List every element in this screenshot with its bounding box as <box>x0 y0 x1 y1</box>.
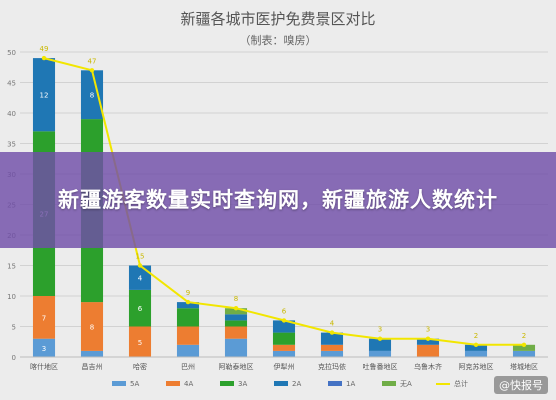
x-tick-label: 阿勒泰地区 <box>219 362 254 371</box>
total-label: 49 <box>40 45 49 53</box>
total-label: 6 <box>282 307 287 315</box>
x-tick-label: 巴州 <box>181 363 195 371</box>
bar-segment <box>177 345 199 357</box>
bar-segment <box>465 351 487 357</box>
total-label: 2 <box>474 332 478 340</box>
x-tick-label: 喀什地区 <box>30 362 58 371</box>
bar-segment <box>369 351 391 357</box>
total-label: 9 <box>186 289 190 297</box>
y-tick-label: 35 <box>7 141 16 149</box>
total-point <box>282 318 286 322</box>
x-tick-label: 乌鲁木齐 <box>414 362 442 371</box>
x-tick-label: 哈密 <box>133 362 147 371</box>
chart-subtitle: （制表：嗅房） <box>240 33 317 47</box>
x-tick-label: 昌吉州 <box>82 363 103 371</box>
bar-segment <box>177 308 199 326</box>
legend-label: 5A <box>130 380 139 388</box>
total-point <box>426 337 430 341</box>
segment-label: 5 <box>138 339 142 347</box>
bar-segment <box>81 351 103 357</box>
x-tick-label: 阿克苏地区 <box>459 362 494 371</box>
legend-swatch <box>382 381 396 386</box>
y-tick-label: 45 <box>7 80 16 88</box>
total-point <box>138 263 142 267</box>
total-point <box>186 300 190 304</box>
total-point <box>234 306 238 310</box>
headline-text: 新疆游客数量实时查询网，新疆旅游人数统计 <box>43 183 513 217</box>
total-label: 2 <box>522 332 526 340</box>
y-tick-label: 40 <box>7 110 16 118</box>
total-point <box>330 330 334 334</box>
legend-swatch <box>112 381 126 386</box>
x-tick-label: 吐鲁番地区 <box>363 362 398 371</box>
total-label: 8 <box>234 295 238 303</box>
bar-segment <box>225 327 247 339</box>
legend-swatch <box>274 381 288 386</box>
bar-segment <box>417 345 439 357</box>
segment-label: 3 <box>42 345 46 353</box>
total-label: 47 <box>88 57 97 65</box>
total-label: 15 <box>136 253 145 261</box>
bar-segment <box>513 351 535 357</box>
total-point <box>522 343 526 347</box>
segment-label: 7 <box>42 314 46 322</box>
bar-segment <box>321 345 343 351</box>
legend-label: 总计 <box>454 379 468 388</box>
bar-segment <box>177 327 199 345</box>
bar-segment <box>321 351 343 357</box>
legend-label: 无A <box>400 380 412 388</box>
y-tick-label: 10 <box>7 293 16 301</box>
x-tick-label: 塔城地区 <box>510 362 538 371</box>
segment-label: 12 <box>40 92 49 100</box>
total-point <box>42 56 46 60</box>
x-tick-label: 伊犁州 <box>274 362 295 371</box>
headline-banner: 新疆游客数量实时查询网，新疆旅游人数统计 <box>0 152 556 248</box>
total-point <box>378 337 382 341</box>
total-label: 3 <box>426 326 430 334</box>
x-tick-label: 克拉玛依 <box>318 362 346 371</box>
bar-segment <box>225 339 247 357</box>
segment-label: 6 <box>138 305 143 313</box>
bar-segment <box>273 345 295 351</box>
legend-label: 1A <box>346 380 355 388</box>
y-tick-label: 50 <box>7 49 16 57</box>
total-point <box>474 343 478 347</box>
chart-title: 新疆各城市医护免费景区对比 <box>180 10 375 28</box>
legend-swatch <box>220 381 234 386</box>
segment-label: 4 <box>138 275 143 283</box>
y-tick-label: 5 <box>12 324 16 332</box>
bar-segment <box>225 320 247 326</box>
watermark-text: @快报号 <box>494 376 548 394</box>
y-tick-label: 0 <box>12 354 16 362</box>
bar-segment <box>273 351 295 357</box>
y-tick-label: 15 <box>7 263 16 271</box>
segment-label: 8 <box>90 324 94 332</box>
legend-label: 2A <box>292 380 301 388</box>
bar-segment <box>273 333 295 345</box>
legend-label: 4A <box>184 380 193 388</box>
bar-segment <box>225 314 247 320</box>
total-point <box>90 68 94 72</box>
legend-label: 3A <box>238 380 247 388</box>
total-label: 3 <box>378 326 382 334</box>
legend-swatch <box>328 381 342 386</box>
total-label: 4 <box>330 320 335 328</box>
legend-swatch <box>166 381 180 386</box>
segment-label: 8 <box>90 92 94 100</box>
